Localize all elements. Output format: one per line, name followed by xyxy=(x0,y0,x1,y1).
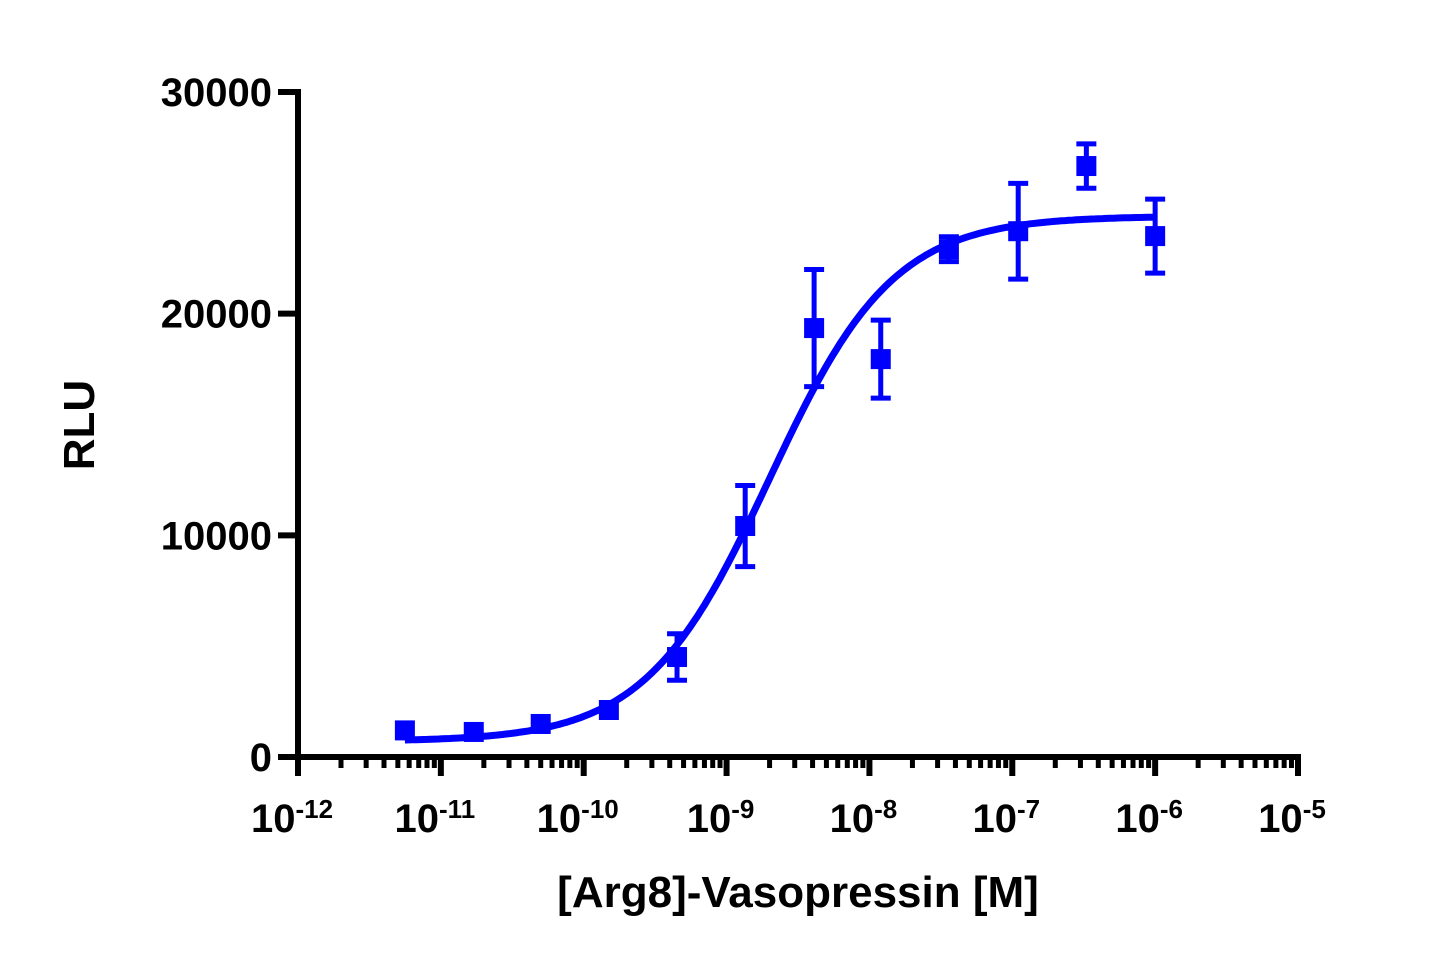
x-tick-label: 10-8 xyxy=(830,794,898,841)
x-tick-label: 10-11 xyxy=(395,794,476,841)
data-point xyxy=(667,647,688,668)
data-point xyxy=(530,713,551,734)
data-point xyxy=(938,239,959,260)
x-tick-label: 10-6 xyxy=(1115,794,1183,841)
x-tick-base: 10 xyxy=(1115,797,1160,841)
y-tick-label: 10000 xyxy=(161,514,272,558)
x-tick-exponent: -12 xyxy=(295,794,333,824)
x-tick-label: 10-10 xyxy=(537,794,619,841)
data-point xyxy=(463,721,484,742)
x-tick-exponent: -6 xyxy=(1160,794,1183,824)
fit-curve xyxy=(404,213,1156,744)
y-tick-label: 0 xyxy=(250,736,272,780)
x-tick-exponent: -9 xyxy=(731,794,754,824)
data-point xyxy=(735,516,756,537)
x-tick-exponent: -11 xyxy=(439,794,475,824)
x-tick-base: 10 xyxy=(1258,797,1303,841)
data-point xyxy=(870,349,891,370)
x-tick-base: 10 xyxy=(537,797,582,841)
y-tick-label: 20000 xyxy=(161,293,272,337)
x-tick-exponent: -10 xyxy=(581,794,619,824)
data-point xyxy=(394,720,415,741)
x-tick-base: 10 xyxy=(395,797,440,841)
x-tick-label: 10-12 xyxy=(251,794,333,841)
data-point xyxy=(804,318,825,339)
data-point xyxy=(1008,221,1029,242)
y-tick-label: 30000 xyxy=(161,71,272,115)
x-tick-label: 10-7 xyxy=(972,794,1040,841)
x-tick-exponent: -7 xyxy=(1017,794,1040,824)
x-tick-label: 10-9 xyxy=(687,794,755,841)
x-tick-exponent: -5 xyxy=(1303,794,1326,824)
x-tick-exponent: -8 xyxy=(874,794,897,824)
y-axis-title: RLU xyxy=(55,380,104,470)
x-tick-base: 10 xyxy=(251,797,296,841)
x-axis-title: [Arg8]-Vasopressin [M] xyxy=(557,868,1039,917)
x-tick-base: 10 xyxy=(687,797,732,841)
data-point xyxy=(598,700,619,721)
x-tick-base: 10 xyxy=(830,797,875,841)
x-tick-label: 10-5 xyxy=(1258,794,1326,841)
data-point xyxy=(1145,226,1166,247)
data-point xyxy=(1076,156,1097,177)
x-tick-base: 10 xyxy=(972,797,1017,841)
